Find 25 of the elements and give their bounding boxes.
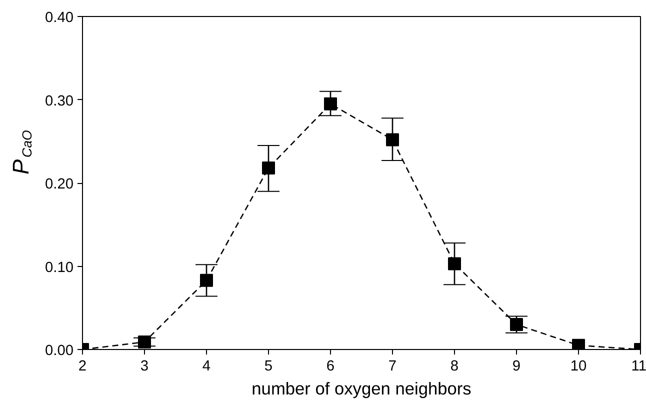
x-tick-label: 4 <box>202 358 211 374</box>
y-tick-label: 0.30 <box>44 93 74 110</box>
x-tick-label: 10 <box>570 358 587 374</box>
x-tick-label: 9 <box>512 358 521 374</box>
x-axis-title: number of oxygen neighbors <box>252 378 472 398</box>
point <box>448 257 461 270</box>
x-tick-label: 7 <box>388 358 397 374</box>
point <box>138 336 151 349</box>
point <box>386 133 399 146</box>
x-tick-label: 5 <box>264 358 273 374</box>
x-tick-label: 11 <box>631 358 646 374</box>
y-tick-label: 0.40 <box>44 10 74 26</box>
point <box>324 97 337 110</box>
x-tick-label: 2 <box>78 358 87 374</box>
y-axis-title: PCaO <box>8 130 34 174</box>
x-tick-label: 8 <box>450 358 459 374</box>
x-tick-label: 6 <box>326 358 335 374</box>
point <box>572 338 585 350</box>
point <box>200 274 213 287</box>
x-tick-label: 3 <box>140 358 149 374</box>
y-tick-label: 0.00 <box>44 343 74 359</box>
point <box>510 318 523 332</box>
y-tick-label: 0.10 <box>44 260 74 276</box>
point <box>262 162 275 175</box>
y-tick-label: 0.20 <box>44 176 74 192</box>
